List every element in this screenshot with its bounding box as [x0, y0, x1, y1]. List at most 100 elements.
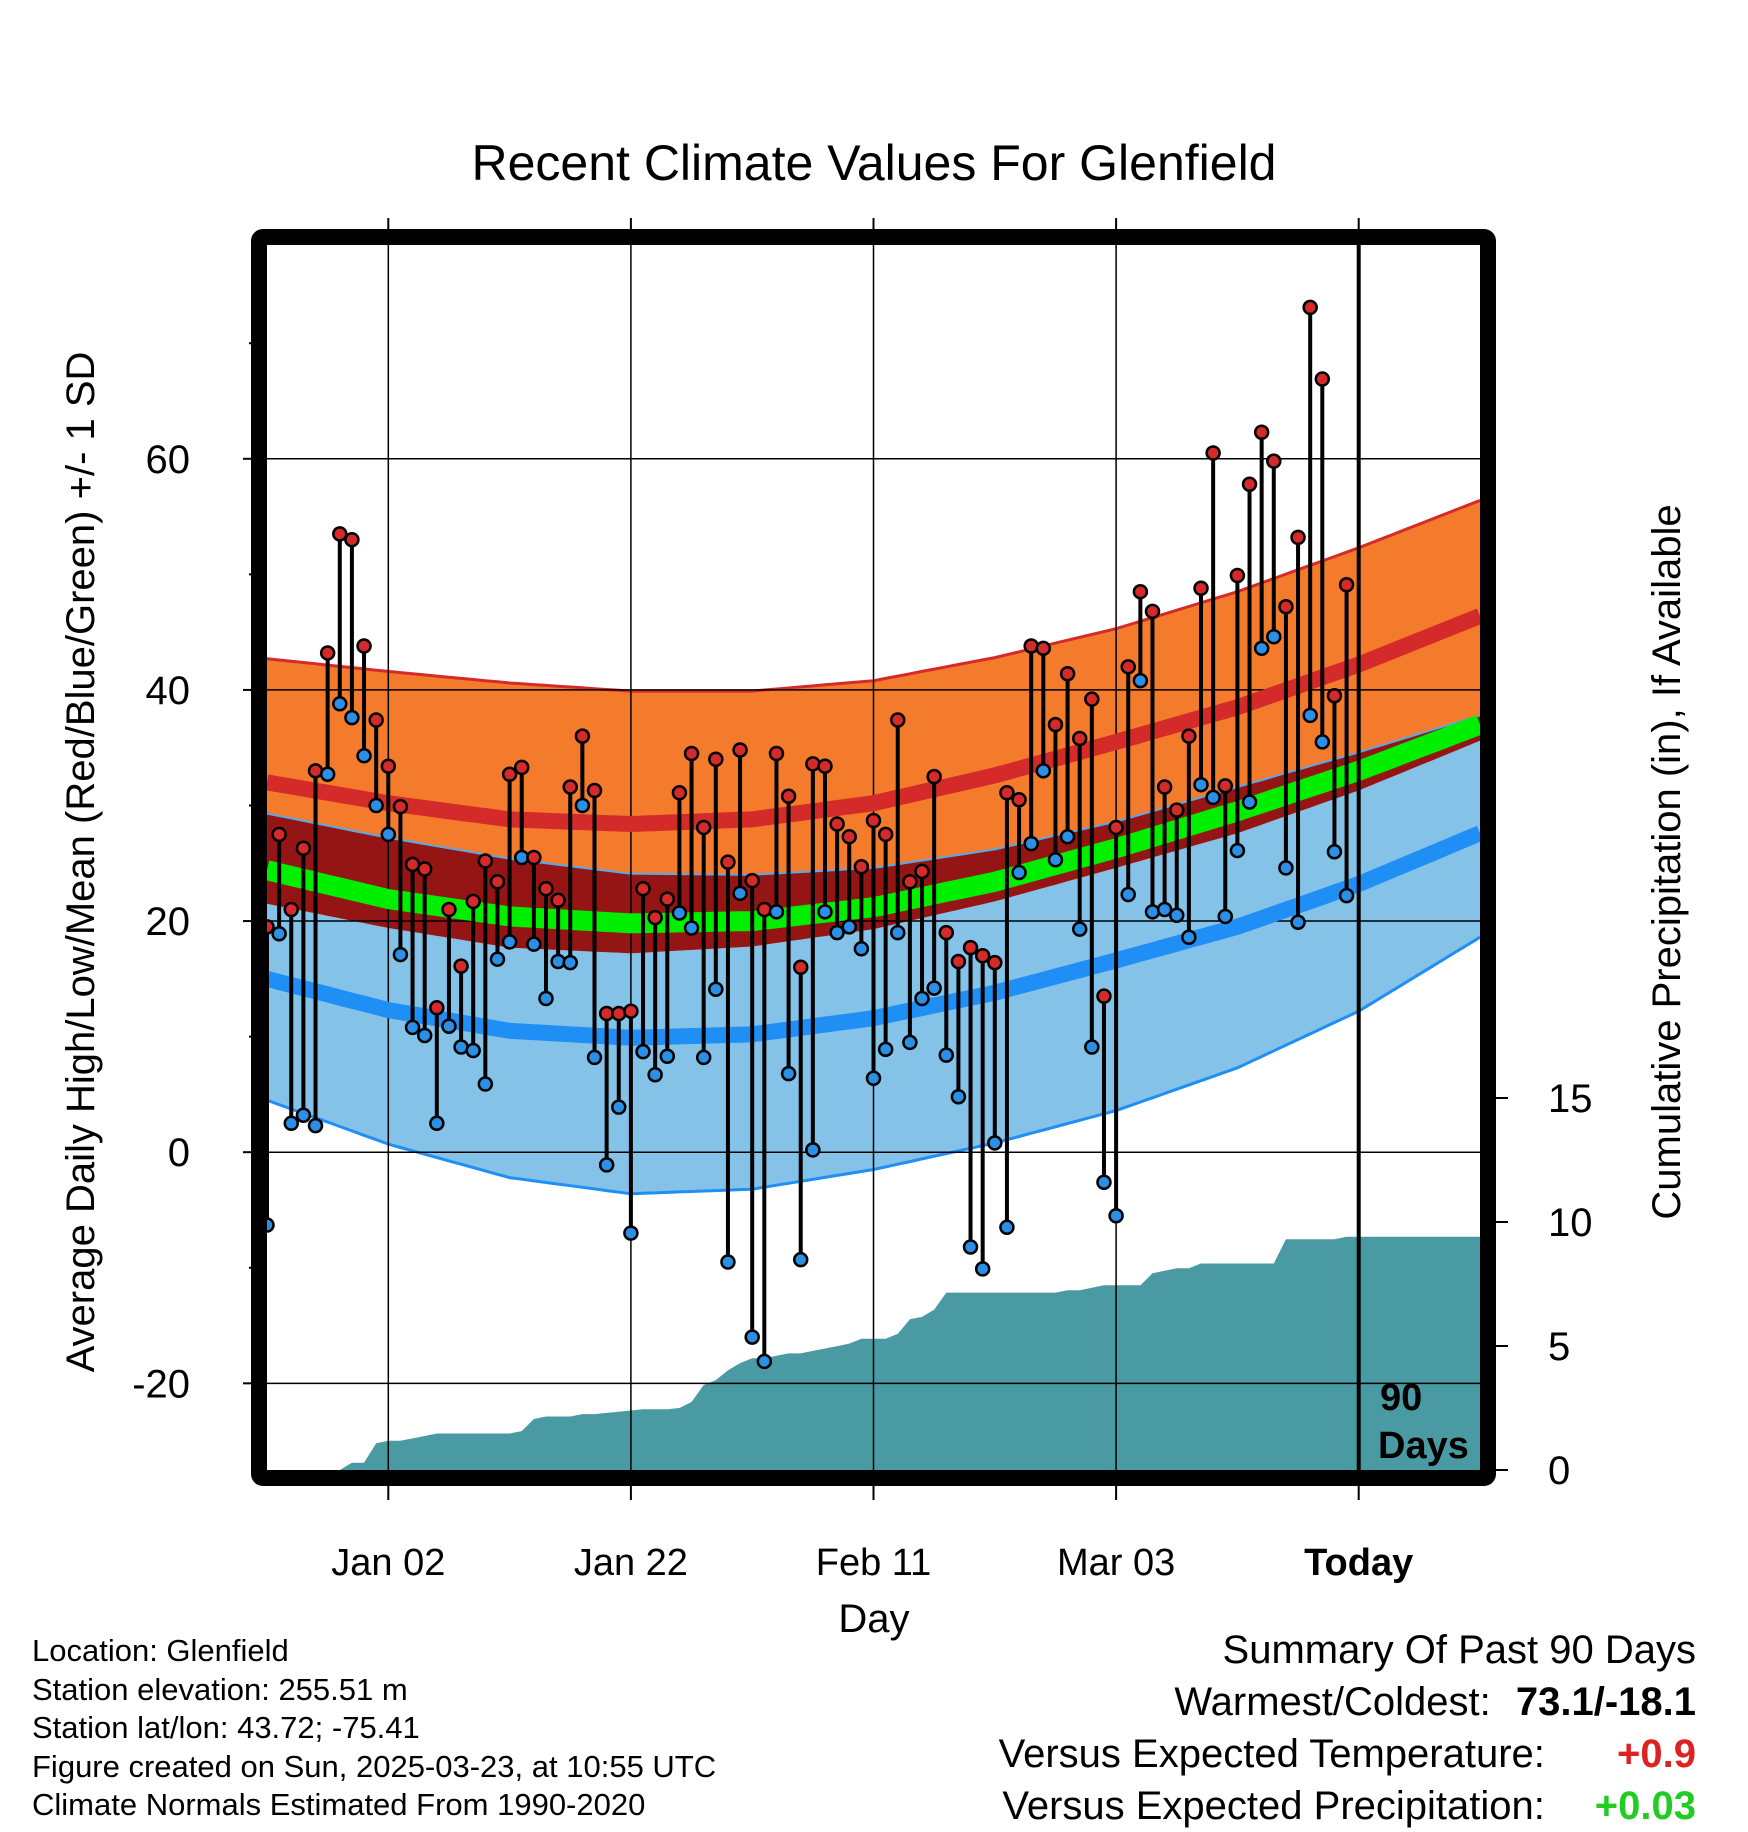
low-point: [562, 954, 578, 971]
y-tick-label: 20: [146, 900, 191, 944]
precip-label: Versus Expected Precipitation:: [1002, 1784, 1545, 1828]
high-point: [780, 788, 797, 804]
daily-points: [259, 299, 1355, 1370]
high-point: [429, 999, 445, 1016]
high-point: [319, 645, 336, 661]
high-point: [611, 1005, 627, 1022]
marker-text-90: 90: [1380, 1377, 1422, 1419]
warm-cold-label: Warmest/Coldest:: [1174, 1680, 1491, 1724]
low-point: [1120, 886, 1136, 903]
summary-warm-cold: Warmest/Coldest: 73.1/-18.1: [999, 1676, 1696, 1728]
low-point: [1156, 901, 1173, 918]
info-elevation: Station elevation: 255.51 m: [32, 1671, 408, 1707]
low-point: [1169, 907, 1185, 924]
info-location: Location: Glenfield: [32, 1633, 289, 1668]
high-point: [1241, 476, 1258, 492]
high-point: [671, 785, 688, 801]
low-point: [1229, 842, 1246, 859]
low-point: [1108, 1208, 1124, 1224]
high-point: [1047, 716, 1064, 733]
low-point: [1144, 904, 1161, 920]
high-point: [853, 858, 870, 875]
low-point: [574, 797, 591, 814]
low-point: [586, 1049, 603, 1066]
low-point: [623, 1225, 639, 1241]
low-point: [841, 919, 857, 935]
high-point: [271, 826, 287, 843]
high-point: [1314, 371, 1331, 387]
x-tick-label: Jan 02: [331, 1542, 445, 1584]
low-point: [890, 924, 906, 941]
marker-text-days: Days: [1378, 1425, 1469, 1467]
high-point: [914, 863, 930, 880]
high-point: [1253, 424, 1270, 440]
high-point: [1326, 687, 1343, 704]
low-point: [817, 904, 833, 920]
low-point: [974, 1261, 991, 1277]
high-point: [999, 785, 1015, 801]
high-point: [829, 816, 845, 832]
low-point: [1059, 828, 1076, 845]
low-point: [441, 1018, 457, 1034]
summary-panel: Summary Of Past 90 Days Warmest/Coldest:…: [999, 1624, 1696, 1832]
high-point: [1023, 638, 1039, 654]
low-point: [1302, 707, 1318, 724]
high-point: [1229, 567, 1246, 584]
info-normals: Climate Normals Estimated From 1990-2020: [32, 1787, 646, 1822]
frame-border: [251, 229, 1496, 1486]
low-point: [708, 981, 724, 997]
low-point: [368, 797, 384, 814]
low-point: [538, 990, 554, 1007]
low-point: [756, 1353, 773, 1370]
summary-temperature: Versus Expected Temperature: +0.9: [999, 1728, 1696, 1780]
precip-value: +0.03: [1594, 1784, 1696, 1828]
high-point: [332, 526, 348, 542]
high-point: [489, 874, 506, 890]
high-point: [695, 819, 712, 836]
high-point: [987, 954, 1003, 971]
x-tick-label: Jan 22: [574, 1542, 688, 1584]
x-tick-label: Feb 11: [816, 1542, 931, 1584]
high-point: [974, 947, 991, 964]
high-point: [902, 874, 918, 890]
high-point: [732, 742, 748, 758]
y-tick-label: 0: [168, 1131, 190, 1175]
low-point: [671, 905, 688, 921]
y2-tick-label: 0: [1548, 1449, 1570, 1493]
high-point: [938, 924, 955, 941]
low-point: [1217, 908, 1234, 925]
low-point: [598, 1157, 615, 1173]
low-point: [683, 920, 700, 936]
low-point: [295, 1107, 312, 1123]
high-point: [1059, 666, 1076, 682]
low-point: [319, 766, 336, 783]
high-point: [962, 939, 979, 956]
high-point: [1338, 577, 1355, 593]
high-point: [926, 768, 942, 785]
high-point: [441, 901, 457, 918]
high-point: [368, 712, 384, 728]
daily-range-stems: [265, 307, 1349, 1362]
high-point: [550, 892, 566, 909]
axes: -20 0 20 40 60 0 5 10 15 Jan 02 Jan 22 Feb 11 Mar 03…: [132, 218, 1593, 1584]
high-point: [1132, 583, 1149, 600]
low-point: [1096, 1174, 1112, 1190]
low-point: [865, 1070, 882, 1086]
high-point: [877, 826, 894, 843]
high-point: [344, 531, 360, 548]
low-point: [987, 1135, 1003, 1151]
low-point: [805, 1142, 821, 1158]
y2-tick-label: 5: [1548, 1325, 1570, 1369]
high-point: [1302, 299, 1318, 316]
low-point: [914, 990, 930, 1007]
high-point: [416, 861, 433, 877]
x-axis-label: Day: [838, 1597, 909, 1641]
low-point: [659, 1048, 676, 1065]
y-tick-label: 40: [146, 669, 191, 713]
high-point: [792, 959, 809, 976]
high-point: [1181, 728, 1197, 744]
low-point: [404, 1019, 421, 1036]
low-point: [1023, 835, 1039, 852]
low-point: [344, 709, 360, 726]
low-point: [950, 1088, 967, 1105]
